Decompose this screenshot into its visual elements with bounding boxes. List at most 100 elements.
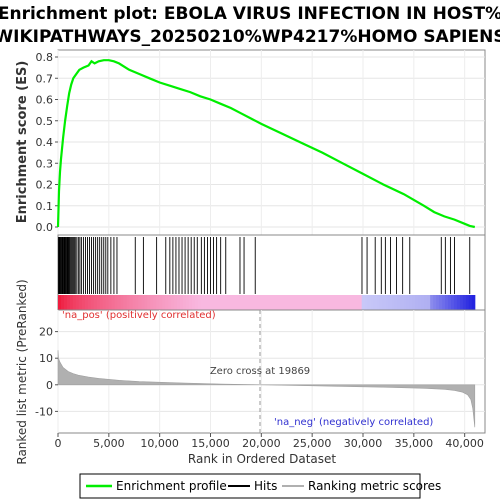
heat-band-segment xyxy=(183,295,187,310)
ranked-y-axis-label: Ranked list metric (PreRanked) xyxy=(15,279,29,464)
heat-band-segment xyxy=(69,295,74,310)
x-tick-label: 25,000 xyxy=(293,437,332,450)
heat-band-segment xyxy=(290,295,294,310)
legend-ranking-metric-label: Ranking metric scores xyxy=(308,479,441,493)
heat-band-segment xyxy=(90,295,95,310)
heat-band-segment xyxy=(174,295,178,310)
neg-correlated-label: 'na_neg' (negatively correlated) xyxy=(274,417,433,428)
heat-band-segment xyxy=(123,295,127,310)
es-y-tick-label: 0.8 xyxy=(36,51,54,64)
heat-band-segment xyxy=(93,295,98,310)
heat-band-segment xyxy=(302,295,306,310)
heat-band-segment xyxy=(177,295,181,310)
heat-band-segment xyxy=(346,295,351,310)
heat-band-segment xyxy=(135,295,139,310)
heat-band-segment xyxy=(111,295,116,310)
heat-band-segment xyxy=(448,295,452,310)
heat-band-segment xyxy=(459,295,464,310)
heat-band-segment xyxy=(465,295,470,310)
heat-band-segment xyxy=(144,295,148,310)
ranking-heat-band xyxy=(58,295,476,310)
heat-band-segment xyxy=(287,295,291,310)
heat-band-segment xyxy=(358,295,363,310)
heat-band-segment xyxy=(337,295,342,310)
heat-band-segment xyxy=(221,295,226,310)
legend-enrichment-profile-label: Enrichment profile xyxy=(116,479,227,493)
x-axis-ticks: 0 5,000 10,000 15,000 20,000 25,000 30,000 35,0… xyxy=(55,433,484,450)
heat-band-segment xyxy=(60,295,65,310)
heat-band-segment xyxy=(138,295,142,310)
heat-band-segment xyxy=(453,295,458,310)
heat-band-segment xyxy=(159,295,163,310)
heat-band-segment xyxy=(328,295,333,310)
es-y-tick-label: 0.0 xyxy=(36,221,54,234)
heat-band-segment xyxy=(293,295,297,310)
legend-hits-label: Hits xyxy=(254,479,277,493)
heat-band-segment xyxy=(340,295,345,310)
heat-band-segment xyxy=(260,295,264,310)
heat-band-segment xyxy=(66,295,71,310)
x-tick-label: 35,000 xyxy=(395,437,434,450)
hit-lines xyxy=(58,237,471,294)
heat-band-segment xyxy=(325,295,330,310)
heat-band-segment xyxy=(421,295,425,310)
ranking-metric-area xyxy=(57,350,476,428)
es-y-tick-label: 0.1 xyxy=(36,200,54,213)
heat-band-segment xyxy=(471,295,476,310)
heat-band-segment xyxy=(296,295,300,310)
heat-band-segment xyxy=(308,295,312,310)
heat-band-segment xyxy=(147,295,151,310)
heat-band-segment xyxy=(180,295,184,310)
title-line-2: WIKIPATHWAYS_20250210%WP4217%HOMO SAPIEN… xyxy=(0,27,500,47)
heat-band-segment xyxy=(364,295,369,310)
heat-band-segment xyxy=(78,295,83,310)
hits-panel xyxy=(57,234,486,311)
es-y-tick-label: 0.3 xyxy=(36,157,54,170)
heat-band-segment xyxy=(105,295,110,310)
heat-band-segment xyxy=(299,295,303,310)
heat-band-segment xyxy=(224,295,229,310)
heat-band-segment xyxy=(108,295,113,310)
heat-band-segment xyxy=(409,295,413,310)
heat-band-segment xyxy=(275,295,279,310)
heat-band-segment xyxy=(96,295,101,310)
heat-band-segment xyxy=(334,295,339,310)
es-y-ticks: 0.0 0.1 0.2 0.3 0.4 0.5 0.6 0.7 0.8 xyxy=(36,51,58,234)
heat-band-segment xyxy=(254,295,258,310)
heat-band-segment xyxy=(442,295,446,310)
heat-band-segment xyxy=(84,295,89,310)
heat-band-segment xyxy=(239,295,244,310)
heat-band-segment xyxy=(320,295,324,310)
heat-band-segment xyxy=(209,295,214,310)
legend: Enrichment profile Hits Ranking metric s… xyxy=(79,473,441,499)
heat-band-segment xyxy=(203,295,208,310)
heat-band-segment xyxy=(263,295,267,310)
heat-band-segment xyxy=(468,295,473,310)
heat-band-segment xyxy=(156,295,160,310)
heat-band-segment xyxy=(114,295,119,310)
heat-band-segment xyxy=(418,295,422,310)
heat-band-segment xyxy=(153,295,157,310)
enrichment-profile-line xyxy=(56,59,476,229)
title-line-1: Enrichment plot: EBOLA VIRUS INFECTION I… xyxy=(0,4,500,24)
heat-band-segment xyxy=(343,295,348,310)
heat-band-segment xyxy=(233,295,238,310)
heat-band-segment xyxy=(99,295,104,310)
ranked-y-tick-label: 10 xyxy=(39,352,53,365)
heat-band-segment xyxy=(81,295,86,310)
heat-band-segment xyxy=(284,295,288,310)
es-y-axis-label: Enrichment score (ES) xyxy=(15,61,30,224)
heat-band-segment xyxy=(412,295,416,310)
heat-band-segment xyxy=(120,295,125,310)
heat-band-segment xyxy=(141,295,145,310)
heat-band-segment xyxy=(415,295,419,310)
heat-band-segment xyxy=(445,295,449,310)
heat-band-segment xyxy=(206,295,211,310)
heat-band-segment xyxy=(272,295,276,310)
heat-band-segment xyxy=(349,295,354,310)
heat-band-segment xyxy=(257,295,261,310)
heat-band-segment xyxy=(314,295,318,310)
heat-band-segment xyxy=(218,295,223,310)
heat-band-segment xyxy=(269,295,273,310)
